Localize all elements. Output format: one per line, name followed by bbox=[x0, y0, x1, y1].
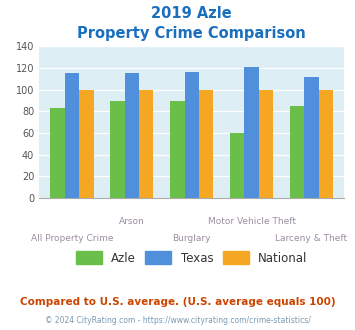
Text: Arson: Arson bbox=[119, 217, 145, 226]
Title: 2019 Azle
Property Crime Comparison: 2019 Azle Property Crime Comparison bbox=[77, 6, 306, 41]
Bar bbox=[304, 77, 318, 198]
Bar bbox=[290, 106, 304, 198]
Bar bbox=[199, 89, 213, 198]
Bar bbox=[65, 73, 79, 198]
Bar bbox=[139, 89, 153, 198]
Bar bbox=[259, 89, 273, 198]
Text: © 2024 CityRating.com - https://www.cityrating.com/crime-statistics/: © 2024 CityRating.com - https://www.city… bbox=[45, 316, 310, 325]
Text: Motor Vehicle Theft: Motor Vehicle Theft bbox=[208, 217, 296, 226]
Bar bbox=[318, 89, 333, 198]
Bar bbox=[230, 133, 244, 198]
Text: Larceny & Theft: Larceny & Theft bbox=[275, 234, 348, 243]
Text: All Property Crime: All Property Crime bbox=[31, 234, 113, 243]
Bar bbox=[170, 102, 185, 198]
Bar bbox=[50, 108, 65, 198]
Text: Compared to U.S. average. (U.S. average equals 100): Compared to U.S. average. (U.S. average … bbox=[20, 297, 335, 307]
Text: Burglary: Burglary bbox=[173, 234, 211, 243]
Bar bbox=[125, 73, 139, 198]
Legend: Azle, Texas, National: Azle, Texas, National bbox=[71, 247, 312, 269]
Bar bbox=[185, 72, 199, 198]
Bar bbox=[110, 102, 125, 198]
Bar bbox=[244, 67, 259, 198]
Bar bbox=[79, 89, 93, 198]
